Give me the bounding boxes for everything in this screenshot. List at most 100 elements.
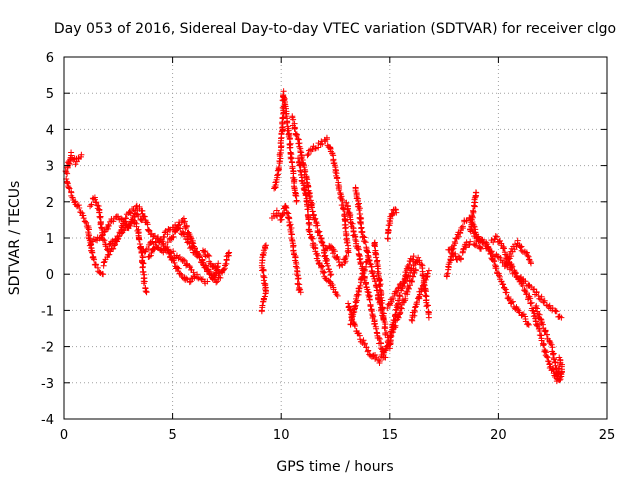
data-point <box>338 261 345 268</box>
data-point <box>367 303 374 310</box>
data-point <box>291 184 298 191</box>
data-point <box>358 274 365 281</box>
data-point <box>527 300 534 307</box>
data-point <box>382 347 389 354</box>
data-point <box>535 293 542 300</box>
data-point <box>187 233 194 240</box>
data-point <box>186 279 193 286</box>
data-point <box>376 336 383 343</box>
data-point <box>322 252 329 259</box>
data-point <box>136 236 143 243</box>
data-point <box>418 261 425 268</box>
data-point <box>288 159 295 166</box>
y-tick-label: -3 <box>41 377 54 392</box>
data-point <box>170 233 177 240</box>
data-point <box>524 320 531 327</box>
data-point <box>329 247 336 254</box>
data-point <box>175 265 182 272</box>
data-point <box>352 323 359 330</box>
data-point <box>106 251 113 258</box>
data-point <box>512 269 519 276</box>
data-point <box>81 218 88 225</box>
data-point <box>390 319 397 326</box>
data-point <box>485 244 492 251</box>
data-point <box>262 242 269 249</box>
data-point <box>392 206 399 213</box>
data-point <box>305 220 312 227</box>
data-point <box>371 320 378 327</box>
data-point <box>99 232 106 239</box>
data-point <box>471 203 478 210</box>
data-point <box>141 213 148 220</box>
data-point <box>260 249 267 256</box>
x-tick-label: 15 <box>382 428 399 443</box>
data-point <box>284 119 291 126</box>
data-point <box>287 155 294 162</box>
data-point <box>371 243 378 250</box>
data-point <box>379 354 386 361</box>
data-point <box>144 221 151 228</box>
data-point <box>293 198 300 205</box>
data-point <box>161 234 168 241</box>
data-point <box>387 215 394 222</box>
data-point <box>422 292 429 299</box>
data-point <box>93 199 100 206</box>
x-axis-title: GPS time / hours <box>276 459 393 475</box>
data-point <box>175 255 182 262</box>
data-point <box>175 222 182 229</box>
data-point <box>459 223 466 230</box>
data-point <box>297 167 304 174</box>
data-point <box>122 218 129 225</box>
data-point <box>352 236 359 243</box>
data-point <box>183 223 190 230</box>
data-point <box>447 256 454 263</box>
data-point <box>375 265 382 272</box>
data-point <box>456 229 463 236</box>
data-point <box>190 269 197 276</box>
data-point <box>69 194 76 201</box>
data-point <box>366 296 373 303</box>
data-point <box>190 240 197 247</box>
y-tick-label: 5 <box>46 87 54 102</box>
data-point <box>402 278 409 285</box>
data-point <box>523 289 530 296</box>
data-point <box>416 257 423 264</box>
data-point <box>401 279 408 286</box>
x-tick-label: 10 <box>273 428 290 443</box>
data-point <box>328 271 335 278</box>
data-point <box>211 263 218 270</box>
data-point <box>538 337 545 344</box>
data-point <box>353 195 360 202</box>
data-point <box>290 168 297 175</box>
data-point <box>488 248 495 255</box>
data-point <box>518 247 525 254</box>
data-point <box>274 174 281 181</box>
data-point <box>411 307 418 314</box>
data-point <box>186 262 193 269</box>
data-point <box>64 179 71 186</box>
data-point <box>137 244 144 251</box>
y-tick-label: 0 <box>46 268 54 283</box>
data-point <box>370 313 377 320</box>
data-point <box>523 249 530 256</box>
data-point <box>283 204 290 211</box>
data-point <box>220 266 227 273</box>
data-point <box>314 252 321 259</box>
chart-title: Day 053 of 2016, Sidereal Day-to-day VTE… <box>54 21 616 37</box>
data-point <box>72 161 79 168</box>
data-point <box>296 286 303 293</box>
data-point <box>76 204 83 211</box>
data-point <box>544 354 551 361</box>
data-point <box>365 347 372 354</box>
data-point <box>65 184 72 191</box>
data-point <box>492 233 499 240</box>
data-point <box>262 280 269 287</box>
data-point <box>66 185 73 192</box>
data-point <box>356 200 363 207</box>
data-point <box>288 224 295 231</box>
data-point <box>77 209 84 216</box>
data-point <box>530 307 537 314</box>
data-point <box>110 245 117 252</box>
data-point <box>522 278 529 285</box>
